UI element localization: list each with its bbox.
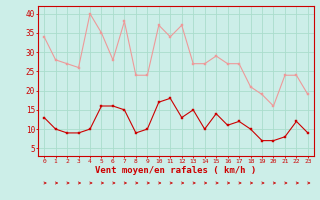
X-axis label: Vent moyen/en rafales ( km/h ): Vent moyen/en rafales ( km/h ) (95, 166, 257, 175)
